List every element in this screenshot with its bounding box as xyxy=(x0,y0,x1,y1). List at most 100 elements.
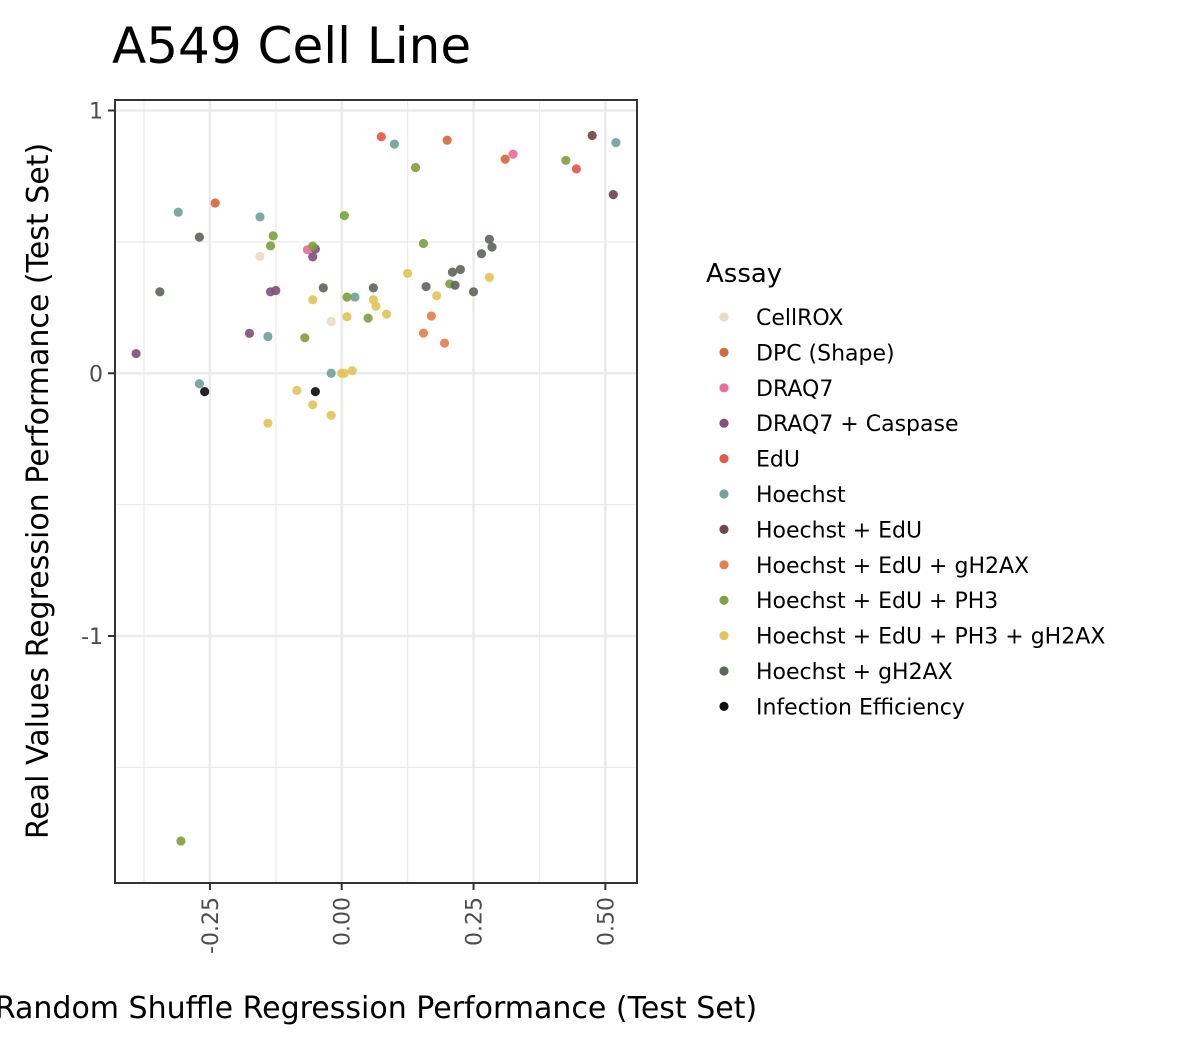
x-tick-label: 0.25 xyxy=(463,897,488,946)
data-point xyxy=(476,249,487,259)
data-point xyxy=(200,387,210,397)
data-point xyxy=(403,268,413,279)
data-point xyxy=(347,366,357,376)
data-point xyxy=(339,211,349,221)
legend-label: Infection Efficiency xyxy=(756,695,965,720)
data-point xyxy=(376,132,386,142)
data-point xyxy=(484,272,494,282)
data-point xyxy=(389,139,400,149)
data-point xyxy=(342,312,352,322)
legend-label: Hoechst + gH2AX xyxy=(756,660,953,685)
data-point xyxy=(418,328,429,338)
data-point xyxy=(292,385,302,395)
plot-border xyxy=(114,99,638,884)
data-point xyxy=(255,251,265,261)
data-point xyxy=(155,287,165,297)
data-point xyxy=(131,348,141,359)
data-point xyxy=(339,368,349,378)
data-point xyxy=(561,155,571,166)
data-point xyxy=(508,149,518,159)
data-point xyxy=(326,410,336,420)
legend-title: Assay xyxy=(706,259,782,289)
legend-key xyxy=(719,489,729,499)
axis-ticks: -0.25 0.00 0.25 0.50 -1 0 1 xyxy=(81,100,619,954)
data-point xyxy=(432,291,442,301)
data-point xyxy=(350,292,360,302)
data-point xyxy=(368,283,378,293)
data-point xyxy=(426,311,436,321)
data-point xyxy=(371,301,381,311)
data-point xyxy=(326,316,336,327)
legend-label: Hoechst + EdU + gH2AX xyxy=(756,554,1029,579)
plot-panel xyxy=(115,100,637,883)
data-point xyxy=(447,267,458,277)
data-point xyxy=(244,328,255,338)
grid-lines xyxy=(115,100,637,883)
legend-key xyxy=(719,524,729,535)
legend-label: DRAQ7 + Caspase xyxy=(756,412,958,437)
data-point xyxy=(308,400,318,410)
chart-title: A549 Cell Line xyxy=(112,17,471,75)
legend-key xyxy=(719,418,729,428)
legend-key xyxy=(719,666,729,676)
data-point xyxy=(381,309,392,319)
data-point xyxy=(439,338,450,348)
legend-key xyxy=(719,631,729,641)
data-point xyxy=(421,281,431,292)
data-point xyxy=(468,287,479,297)
legend-label: DRAQ7 xyxy=(756,377,833,402)
legend-label: Hoechst + EdU + PH3 + gH2AX xyxy=(756,625,1105,650)
data-point xyxy=(500,154,510,164)
data-point xyxy=(363,313,373,323)
x-axis-title: Random Shuffle Regression Performance (T… xyxy=(0,991,757,1026)
data-point xyxy=(265,287,276,297)
data-point xyxy=(308,252,318,262)
data-point xyxy=(455,264,465,275)
data-point xyxy=(608,189,618,200)
legend-key xyxy=(719,560,729,570)
legend-key xyxy=(719,312,729,322)
data-point xyxy=(410,162,421,173)
y-tick-label: -1 xyxy=(81,625,103,650)
data-point xyxy=(587,130,597,141)
data-point xyxy=(484,234,494,244)
data-point xyxy=(442,135,452,145)
legend: Assay CellROX DPC (Shape) DRAQ7 DRAQ7 + Cas… xyxy=(706,259,1105,720)
legend-label: Hoechst + EdU + PH3 xyxy=(756,589,998,614)
legend-label: CellROX xyxy=(756,306,843,331)
y-axis-title: Real Values Regression Performance (Test… xyxy=(21,143,56,839)
data-point xyxy=(210,198,220,208)
legend-key xyxy=(719,701,729,712)
data-point xyxy=(194,379,204,389)
data-point xyxy=(571,164,581,174)
data-point xyxy=(310,387,320,397)
data-point xyxy=(308,295,318,305)
data-point xyxy=(418,238,429,249)
data-point xyxy=(268,231,278,241)
legend-key xyxy=(719,454,729,464)
legend-key xyxy=(719,595,729,605)
data-point xyxy=(308,241,318,251)
x-tick-label: 0.50 xyxy=(594,897,619,946)
legend-label: Hoechst + EdU xyxy=(756,518,922,543)
data-point xyxy=(255,212,265,222)
legend-label: Hoechst xyxy=(756,483,846,508)
legend-key xyxy=(719,347,729,357)
data-point xyxy=(176,836,186,846)
data-point xyxy=(173,207,183,217)
legend-label: EdU xyxy=(756,448,800,473)
data-point xyxy=(326,368,336,378)
legend-label: DPC (Shape) xyxy=(756,341,895,366)
data-point xyxy=(265,241,276,251)
data-point xyxy=(450,280,460,290)
data-point xyxy=(194,232,204,242)
x-tick-label: 0.00 xyxy=(331,897,356,946)
data-point xyxy=(318,283,328,293)
y-tick-label: 0 xyxy=(89,362,103,387)
legend-key xyxy=(719,383,729,393)
y-tick-label: 1 xyxy=(89,100,103,125)
data-point xyxy=(611,137,621,148)
data-point xyxy=(263,331,273,342)
data-point xyxy=(487,242,497,252)
